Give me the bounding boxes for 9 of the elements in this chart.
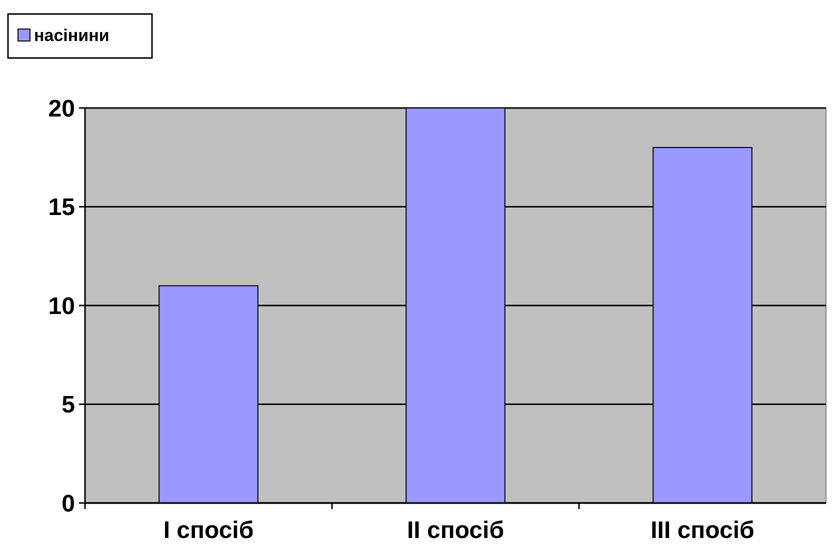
y-tick-label: 5 xyxy=(62,392,75,419)
y-tick-label: 20 xyxy=(48,95,75,122)
x-tick-label: III спосіб xyxy=(650,517,754,544)
y-tick-label: 10 xyxy=(48,292,75,320)
y-tick-label: 0 xyxy=(62,490,75,518)
legend-label: насінини xyxy=(34,26,110,45)
x-tick-label: I спосіб xyxy=(163,517,254,544)
x-tick-label: II спосіб xyxy=(406,517,504,544)
y-tick-label: 15 xyxy=(48,194,75,222)
